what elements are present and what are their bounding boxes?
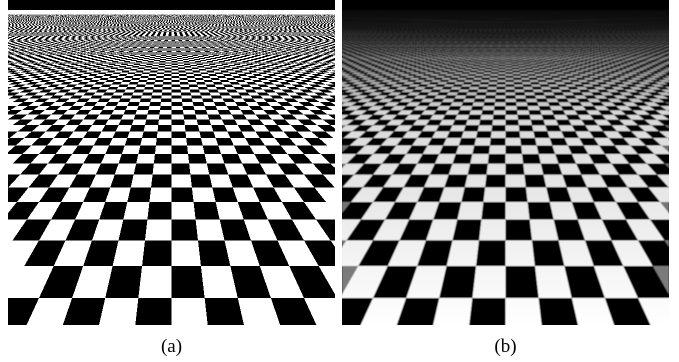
panel-caption-a: (a) xyxy=(8,336,335,358)
checkerboard-render-aliased xyxy=(8,0,335,325)
checkerboard-panel-aliased xyxy=(8,0,335,325)
checkerboard-render-antialiased xyxy=(342,0,669,325)
panel-caption-b: (b) xyxy=(342,336,669,358)
checkerboard-floor xyxy=(342,10,669,325)
checkerboard-floor xyxy=(8,10,335,325)
checkerboard-panel-antialiased xyxy=(342,0,669,325)
